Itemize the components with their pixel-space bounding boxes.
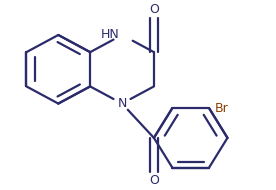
- Text: O: O: [149, 174, 159, 187]
- Text: HN: HN: [100, 28, 119, 41]
- Text: O: O: [149, 3, 159, 16]
- Text: Br: Br: [214, 102, 228, 115]
- Text: N: N: [117, 97, 127, 110]
